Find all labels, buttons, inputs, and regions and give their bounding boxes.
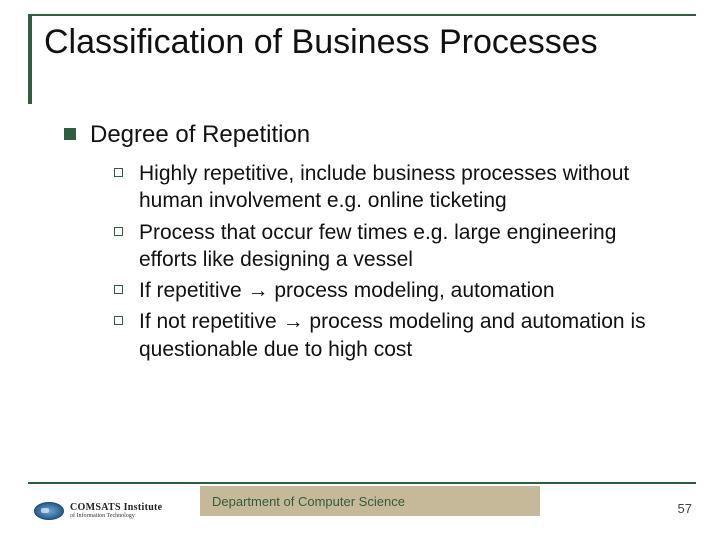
logo-line1: COMSATS Institute	[70, 503, 162, 513]
level1-heading: Degree of Repetition	[90, 120, 310, 150]
list-item-text: If not repetitive → process modeling and…	[139, 308, 680, 363]
footer-department: Department of Computer Science	[212, 494, 405, 509]
slide-title: Classification of Business Processes	[44, 22, 598, 62]
list-item: Highly repetitive, include business proc…	[114, 160, 680, 215]
list-item-text: If repetitive → process modeling, automa…	[139, 277, 555, 304]
title-rule-top	[28, 14, 696, 16]
logo: COMSATS Institute of Information Technol…	[34, 502, 162, 520]
hollow-square-bullet-icon	[114, 316, 123, 325]
logo-line2: of Information Technology	[70, 513, 162, 519]
list-item-text: Highly repetitive, include business proc…	[139, 160, 680, 215]
list-item: If not repetitive → process modeling and…	[114, 308, 680, 363]
logo-mark-icon	[34, 502, 64, 520]
list-item-text: Process that occur few times e.g. large …	[139, 219, 680, 274]
square-bullet-icon	[64, 128, 76, 140]
list-item: If repetitive → process modeling, automa…	[114, 277, 680, 304]
hollow-square-bullet-icon	[114, 285, 123, 294]
hollow-square-bullet-icon	[114, 227, 123, 236]
footer-band: Department of Computer Science	[200, 486, 540, 516]
title-rule-left	[28, 16, 32, 104]
hollow-square-bullet-icon	[114, 168, 123, 177]
list-item: Process that occur few times e.g. large …	[114, 219, 680, 274]
level2-list: Highly repetitive, include business proc…	[114, 160, 680, 363]
content-region: Degree of Repetition Highly repetitive, …	[64, 120, 680, 367]
level1-item: Degree of Repetition	[64, 120, 680, 150]
footer-rule	[28, 482, 696, 484]
page-number: 57	[678, 501, 692, 516]
logo-text: COMSATS Institute of Information Technol…	[70, 503, 162, 519]
